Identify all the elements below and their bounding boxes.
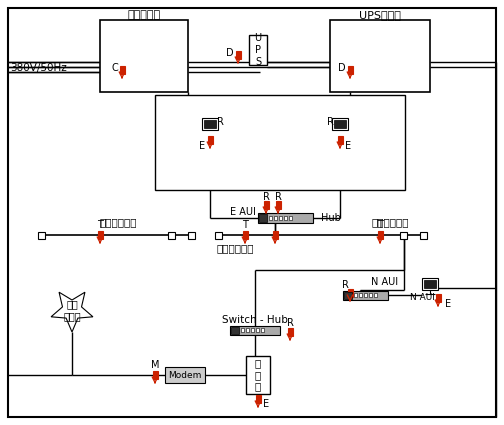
Bar [422, 278, 438, 290]
Bar [231, 326, 239, 334]
Bar [246, 328, 249, 332]
Bar [165, 367, 205, 383]
Bar [208, 136, 213, 144]
Bar [288, 216, 291, 220]
Bar [251, 328, 254, 332]
Bar [235, 51, 240, 59]
Bar [188, 232, 195, 238]
Text: N AUI: N AUI [410, 294, 434, 303]
Text: 服
务
器: 服 务 器 [255, 358, 261, 391]
Bar [269, 216, 272, 220]
Text: R: R [275, 192, 281, 202]
Text: R: R [263, 192, 270, 202]
Text: 同轴粗缆保护: 同轴粗缆保护 [371, 217, 409, 227]
Bar [344, 292, 351, 298]
Bar [330, 20, 430, 92]
Bar [276, 201, 281, 209]
Text: D: D [338, 63, 346, 73]
Text: E: E [263, 399, 269, 409]
Text: Modem: Modem [168, 371, 202, 380]
Polygon shape [51, 292, 93, 332]
Bar [259, 214, 267, 222]
Bar [358, 293, 361, 297]
Bar [155, 95, 405, 190]
Bar [338, 136, 343, 144]
Text: UPS配电屏: UPS配电屏 [359, 10, 401, 20]
Text: E: E [199, 141, 205, 151]
Bar [283, 216, 286, 220]
Bar [435, 294, 440, 302]
Bar [343, 291, 388, 300]
Text: U
P
S: U P S [255, 34, 262, 67]
Text: T: T [377, 220, 383, 230]
Bar [38, 232, 45, 238]
Bar [347, 289, 352, 297]
Bar [249, 35, 267, 65]
Bar [100, 20, 188, 92]
Text: 公用
电信网: 公用 电信网 [63, 299, 81, 321]
Text: R: R [287, 318, 293, 328]
Bar [264, 201, 269, 209]
Text: M: M [151, 360, 159, 370]
Bar [168, 232, 175, 238]
Text: E: E [445, 299, 451, 309]
Bar [400, 232, 407, 238]
Bar [241, 328, 244, 332]
Bar [153, 371, 157, 379]
Text: 同轴粗缆保护: 同轴粗缆保护 [216, 243, 254, 253]
Text: Hub: Hub [321, 213, 341, 223]
Bar [279, 216, 282, 220]
Text: 380V/50Hz: 380V/50Hz [10, 63, 67, 73]
Bar [256, 395, 261, 403]
Bar [332, 118, 348, 130]
Text: T: T [242, 220, 248, 230]
Text: D: D [226, 48, 234, 58]
Bar [373, 293, 376, 297]
Bar [274, 216, 277, 220]
Text: R: R [217, 117, 223, 127]
Text: R: R [327, 117, 334, 127]
Text: 同轴粗缆保护: 同轴粗缆保护 [99, 217, 137, 227]
Text: Switch - Hub: Switch - Hub [222, 315, 288, 325]
Bar [202, 118, 218, 130]
Bar [347, 66, 352, 74]
Bar [230, 326, 280, 334]
Text: T: T [97, 220, 103, 230]
Bar [246, 356, 270, 394]
Bar [215, 232, 222, 238]
Bar [377, 231, 383, 239]
Bar [204, 120, 216, 128]
Bar [363, 293, 366, 297]
Bar [256, 328, 259, 332]
Text: E: E [345, 141, 351, 151]
Text: C: C [111, 63, 118, 73]
Bar [424, 280, 436, 288]
Bar [242, 231, 247, 239]
Bar [273, 231, 278, 239]
Bar [287, 328, 292, 336]
Text: 机房配电筱: 机房配电筱 [128, 10, 161, 20]
Bar [420, 232, 427, 238]
Bar [368, 293, 371, 297]
Bar [119, 66, 124, 74]
Text: R: R [342, 280, 348, 290]
Bar [353, 293, 356, 297]
Bar [261, 328, 264, 332]
Text: E AUI: E AUI [230, 207, 256, 217]
Bar [258, 213, 312, 223]
Bar [97, 231, 102, 239]
Text: N AUI: N AUI [371, 277, 399, 287]
Bar [334, 120, 346, 128]
